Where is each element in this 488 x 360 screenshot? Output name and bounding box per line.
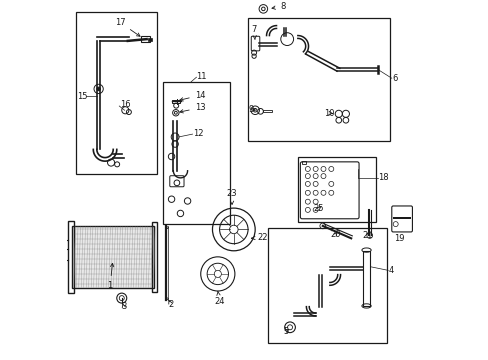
Text: 1: 1 (107, 264, 114, 290)
Bar (148, 38, 152, 41)
Text: 9: 9 (248, 105, 255, 114)
Bar (72, 226, 153, 288)
Bar (163, 82, 230, 224)
Text: 11: 11 (196, 72, 206, 81)
Bar (267, 228, 386, 343)
Text: 2: 2 (168, 300, 173, 309)
Bar (141, 36, 150, 42)
Bar (68, 221, 74, 293)
Bar (247, 18, 389, 140)
Text: 20: 20 (330, 230, 341, 239)
Text: 23: 23 (226, 189, 237, 204)
Text: 6: 6 (391, 74, 397, 83)
Bar (302, 161, 306, 165)
Text: 24: 24 (214, 292, 224, 306)
Ellipse shape (165, 227, 168, 229)
Bar (362, 251, 370, 306)
Text: 13: 13 (180, 103, 205, 113)
Text: 18: 18 (377, 174, 388, 183)
Bar (263, 110, 272, 112)
Bar (171, 100, 180, 103)
Text: 17: 17 (114, 18, 140, 36)
Text: 15: 15 (77, 91, 88, 100)
Bar (152, 222, 157, 292)
Text: 19: 19 (393, 234, 404, 243)
Bar (392, 217, 410, 219)
Text: 8: 8 (271, 2, 285, 11)
Circle shape (97, 87, 100, 91)
Text: 4: 4 (388, 266, 393, 275)
Text: 3: 3 (121, 302, 126, 311)
Text: 22: 22 (251, 233, 267, 242)
Ellipse shape (165, 298, 168, 300)
Bar (297, 157, 375, 222)
Text: 5: 5 (283, 327, 288, 336)
Text: 25: 25 (313, 204, 324, 213)
Text: 21: 21 (362, 231, 372, 240)
Bar (75, 13, 157, 174)
Text: 12: 12 (193, 129, 203, 138)
Text: 10: 10 (324, 109, 334, 118)
Text: 16: 16 (120, 100, 130, 109)
Text: 14: 14 (180, 91, 205, 101)
Text: 7: 7 (251, 25, 257, 40)
